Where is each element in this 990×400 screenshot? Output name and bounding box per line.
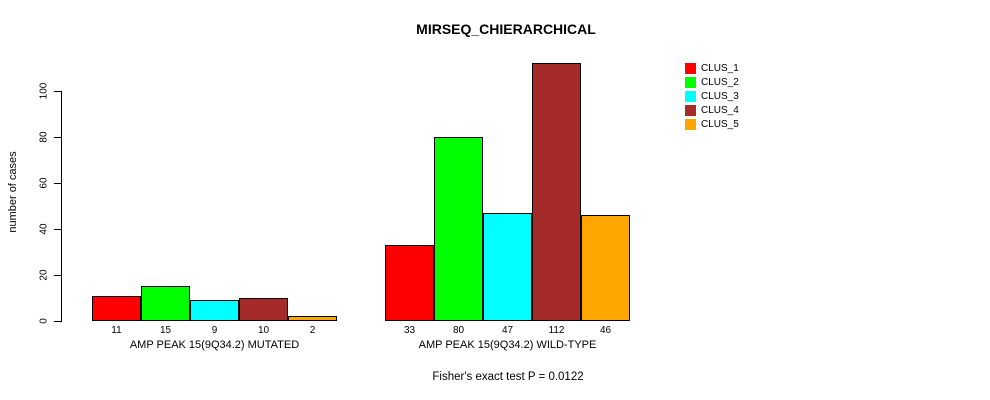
bar <box>532 63 581 321</box>
legend-swatch <box>685 76 696 88</box>
bar <box>483 213 532 321</box>
y-tick-label: 80 <box>38 131 50 143</box>
y-tick-label: 0 <box>38 318 50 324</box>
bar <box>581 215 630 321</box>
legend-label: CLUS_5 <box>701 118 739 130</box>
legend-swatch <box>685 104 696 116</box>
bar <box>434 137 483 321</box>
legend-label: CLUS_1 <box>701 62 739 74</box>
bar <box>288 316 337 321</box>
legend-swatch <box>685 62 696 74</box>
legend-item: CLUS_3 <box>685 89 739 103</box>
bar-value-label: 33 <box>403 325 416 336</box>
y-tick-mark <box>54 275 62 276</box>
bar-value-label: 9 <box>211 325 218 336</box>
chart-title: MIRSEQ_CHIERARCHICAL <box>416 21 596 37</box>
bar-value-label: 2 <box>309 325 316 336</box>
y-axis-line <box>61 91 62 322</box>
bar-value-label: 11 <box>111 325 122 336</box>
bar-value-label: 15 <box>159 325 172 336</box>
y-tick-mark <box>54 183 62 184</box>
legend-item: CLUS_4 <box>685 103 739 117</box>
legend-item: CLUS_1 <box>685 61 739 75</box>
bar <box>190 300 239 321</box>
legend-label: CLUS_2 <box>701 76 739 88</box>
legend-item: CLUS_2 <box>685 75 739 89</box>
y-tick-mark <box>54 137 62 138</box>
bar <box>385 245 434 321</box>
y-tick-label: 60 <box>38 177 50 189</box>
legend-label: CLUS_3 <box>701 90 739 102</box>
legend-swatch <box>685 118 696 130</box>
bar-value-label: 80 <box>452 325 465 336</box>
group-label: AMP PEAK 15(9Q34.2) MUTATED <box>129 339 300 351</box>
bar-value-label: 47 <box>501 325 514 336</box>
legend-label: CLUS_4 <box>701 104 739 116</box>
bar-value-label: 46 <box>599 325 612 336</box>
bar-value-label: 112 <box>548 325 565 336</box>
y-tick-label: 20 <box>38 269 50 281</box>
y-tick-mark <box>54 91 62 92</box>
legend-item: CLUS_5 <box>685 117 739 131</box>
y-tick-label: 100 <box>38 82 50 100</box>
y-tick-mark <box>54 321 62 322</box>
bar <box>92 296 141 321</box>
y-axis-label: number of cases <box>7 151 19 233</box>
group-label: AMP PEAK 15(9Q34.2) WILD-TYPE <box>418 339 597 351</box>
bar <box>141 286 190 321</box>
footnote-pvalue: Fisher's exact test P = 0.0122 <box>432 371 584 383</box>
legend-swatch <box>685 90 696 102</box>
bar <box>239 298 288 321</box>
y-tick-mark <box>54 229 62 230</box>
y-tick-label: 40 <box>38 223 50 235</box>
bar-value-label: 10 <box>257 325 270 336</box>
